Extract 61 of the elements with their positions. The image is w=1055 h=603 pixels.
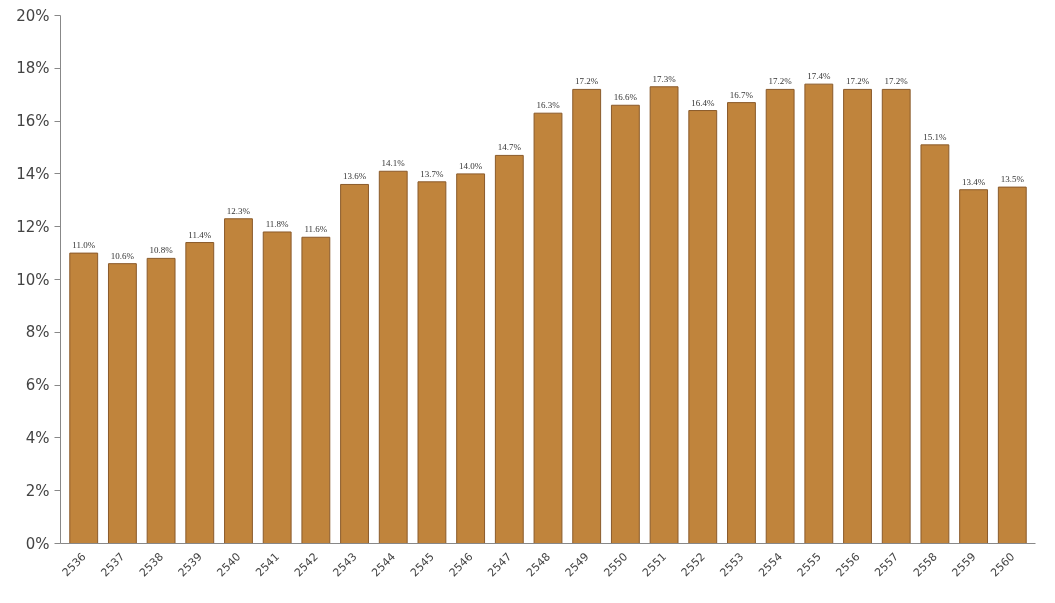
data-label: 17.2% xyxy=(845,76,870,87)
bar xyxy=(572,88,602,544)
bar xyxy=(69,252,99,544)
data-label: 11.8% xyxy=(265,218,290,229)
bar xyxy=(610,104,640,544)
data-label: 17.3% xyxy=(652,73,677,84)
bar xyxy=(262,231,292,544)
bar xyxy=(417,181,447,544)
bar xyxy=(959,189,989,544)
y-tick-label: 16% xyxy=(16,112,50,131)
bar xyxy=(146,257,176,544)
bar xyxy=(301,236,331,544)
bar xyxy=(881,88,911,544)
bar xyxy=(920,144,950,544)
bar xyxy=(765,88,795,544)
bar xyxy=(378,170,408,544)
data-label: 17.2% xyxy=(884,76,909,87)
data-label: 12.3% xyxy=(226,205,251,216)
bar xyxy=(997,186,1027,544)
data-label: 10.8% xyxy=(149,245,174,256)
data-label: 10.6% xyxy=(110,250,135,261)
data-label: 14.7% xyxy=(497,142,522,153)
y-tick-label: 10% xyxy=(16,270,50,289)
data-label: 17.2% xyxy=(575,76,599,87)
data-label: 11.6% xyxy=(304,224,328,235)
data-label: 11.4% xyxy=(188,229,212,240)
bar xyxy=(649,86,679,544)
y-tick-label: 20% xyxy=(16,6,50,25)
y-tick-label: 14% xyxy=(16,164,50,183)
bar xyxy=(533,112,563,544)
bar xyxy=(456,173,486,544)
bar xyxy=(688,110,718,544)
y-tick-label: 0% xyxy=(25,534,50,553)
data-label: 13.5% xyxy=(1000,174,1025,185)
data-label: 13.7% xyxy=(420,168,445,179)
data-label: 17.2% xyxy=(768,76,793,87)
bar xyxy=(494,154,524,544)
data-label: 16.6% xyxy=(613,92,638,103)
data-label: 13.6% xyxy=(342,171,367,182)
y-tick-label: 8% xyxy=(25,323,50,342)
data-label: 13.4% xyxy=(961,176,986,187)
y-tick-label: 18% xyxy=(16,59,50,78)
bar xyxy=(843,88,872,544)
bar xyxy=(107,263,137,544)
y-tick-label: 6% xyxy=(25,376,50,395)
data-label: 16.4% xyxy=(691,97,715,108)
data-label: 16.3% xyxy=(536,100,561,111)
bar xyxy=(224,218,253,544)
data-label: 11.0% xyxy=(72,240,96,251)
y-tick-label: 4% xyxy=(25,428,50,447)
bar xyxy=(185,242,215,544)
data-label: 15.1% xyxy=(923,131,948,142)
data-label: 16.7% xyxy=(729,89,754,100)
bar xyxy=(727,102,756,544)
data-label: 14.1% xyxy=(381,158,406,169)
data-label: 17.4% xyxy=(807,71,831,82)
y-tick-label: 2% xyxy=(25,481,50,500)
y-tick-label: 12% xyxy=(16,217,50,236)
bar xyxy=(804,83,834,544)
data-label: 14.0% xyxy=(459,160,483,171)
bar xyxy=(340,183,369,544)
